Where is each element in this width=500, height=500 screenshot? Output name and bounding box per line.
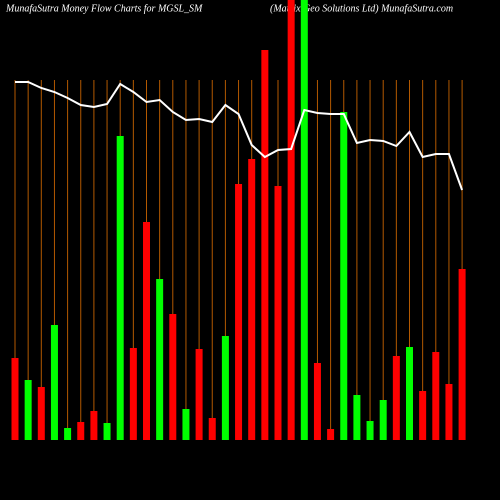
- bar: [392, 356, 400, 440]
- bar: [406, 347, 413, 440]
- bar: [195, 349, 203, 440]
- bar: [458, 269, 466, 440]
- bar: [50, 325, 58, 440]
- bar: [37, 387, 45, 440]
- bar: [366, 421, 374, 440]
- bar: [287, 0, 295, 440]
- bar: [313, 363, 321, 440]
- bar: [300, 0, 308, 440]
- bar: [248, 159, 256, 440]
- bar: [379, 400, 387, 440]
- bar: [261, 50, 269, 440]
- bar: [327, 429, 335, 440]
- bar: [77, 422, 85, 440]
- chart-subtitle: (Matrix Geo Solutions Ltd) MunafaSutra.c…: [270, 3, 453, 14]
- bar: [274, 186, 282, 440]
- money-flow-line: [15, 81, 464, 191]
- bar: [11, 358, 19, 440]
- bar: [116, 136, 124, 440]
- bar: [169, 314, 177, 440]
- bar: [221, 336, 229, 440]
- bar: [64, 428, 72, 440]
- bar: [340, 112, 348, 440]
- chart-title: MunafaSutra Money Flow Charts for MGSL_S…: [5, 3, 203, 14]
- bar: [419, 391, 427, 440]
- bar: [235, 184, 243, 440]
- bar: [129, 348, 137, 440]
- bar: [103, 423, 111, 440]
- bar: [182, 409, 190, 440]
- bar: [445, 384, 453, 440]
- bar: [24, 380, 32, 440]
- bar: [432, 352, 440, 440]
- bar: [143, 222, 150, 440]
- bar: [353, 395, 361, 440]
- bar: [208, 418, 216, 440]
- bar: [90, 411, 98, 440]
- bar: [156, 279, 164, 440]
